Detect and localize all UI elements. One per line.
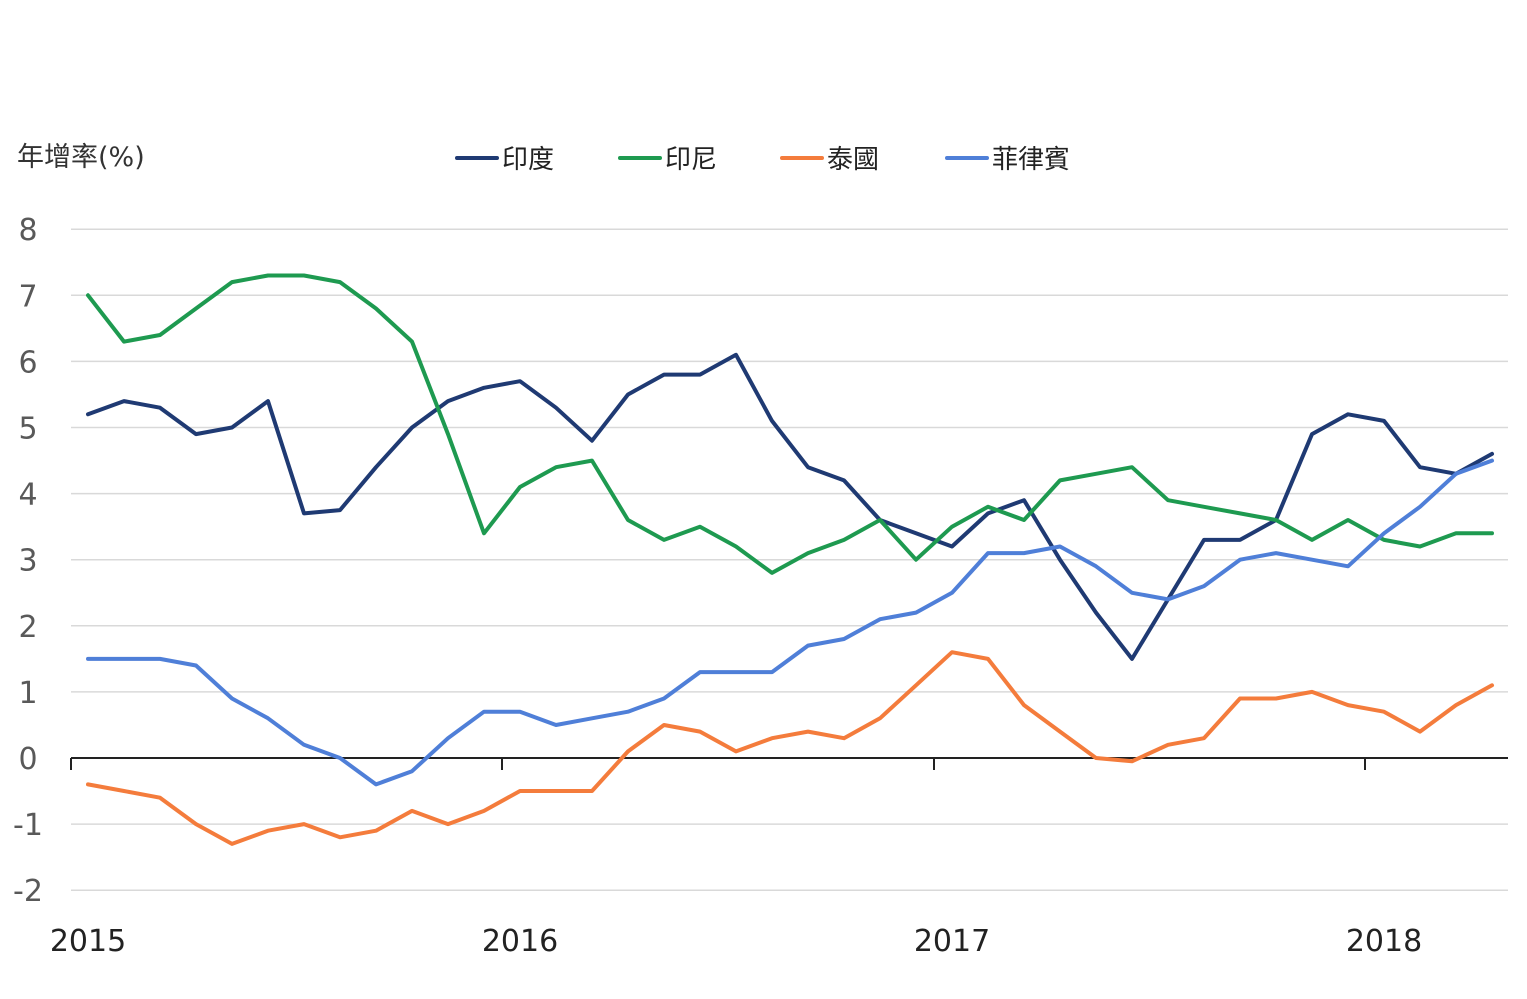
- gridlines: [71, 228, 1508, 891]
- x-tick-label: 2015: [50, 924, 126, 959]
- legend-label: 印尼: [665, 145, 717, 175]
- x-tick-label: 2018: [1346, 924, 1422, 959]
- legend-label: 泰國: [827, 145, 879, 175]
- x-axis: 2015 2016 2017 2018: [50, 757, 1508, 959]
- series-line-2: [86, 650, 1494, 846]
- legend-label: 印度: [502, 145, 554, 175]
- y-tick-label: 7: [18, 279, 37, 314]
- y-axis-label: 年增率(%): [17, 142, 145, 173]
- y-tick-label: -1: [13, 808, 43, 843]
- legend-item: 印度: [455, 145, 554, 175]
- series-lines: [86, 273, 1494, 846]
- y-tick-label: 1: [18, 676, 37, 711]
- series-line-3: [86, 458, 1494, 787]
- legend-label: 菲律賓: [992, 145, 1070, 175]
- y-axis-ticks: 8 7 6 5 4 3 2 1 0 -1 -2: [13, 213, 43, 909]
- x-tick-label: 2017: [914, 924, 990, 959]
- series-line-1: [86, 273, 1494, 575]
- y-tick-label: 4: [18, 478, 37, 513]
- y-tick-label: 2: [18, 610, 37, 645]
- y-tick-label: 8: [18, 213, 37, 248]
- series-line-0: [86, 352, 1494, 661]
- legend-item: 印尼: [618, 145, 717, 175]
- legend: 印度 印尼 泰國 菲律賓: [455, 145, 1070, 175]
- legend-item: 泰國: [780, 145, 879, 175]
- y-tick-label: 5: [18, 412, 37, 447]
- y-tick-label: -2: [13, 874, 43, 909]
- y-tick-label: 3: [18, 544, 37, 579]
- legend-item: 菲律賓: [945, 145, 1070, 175]
- x-tick-label: 2016: [482, 924, 558, 959]
- y-tick-label: 6: [18, 345, 37, 380]
- y-tick-label: 0: [18, 742, 37, 777]
